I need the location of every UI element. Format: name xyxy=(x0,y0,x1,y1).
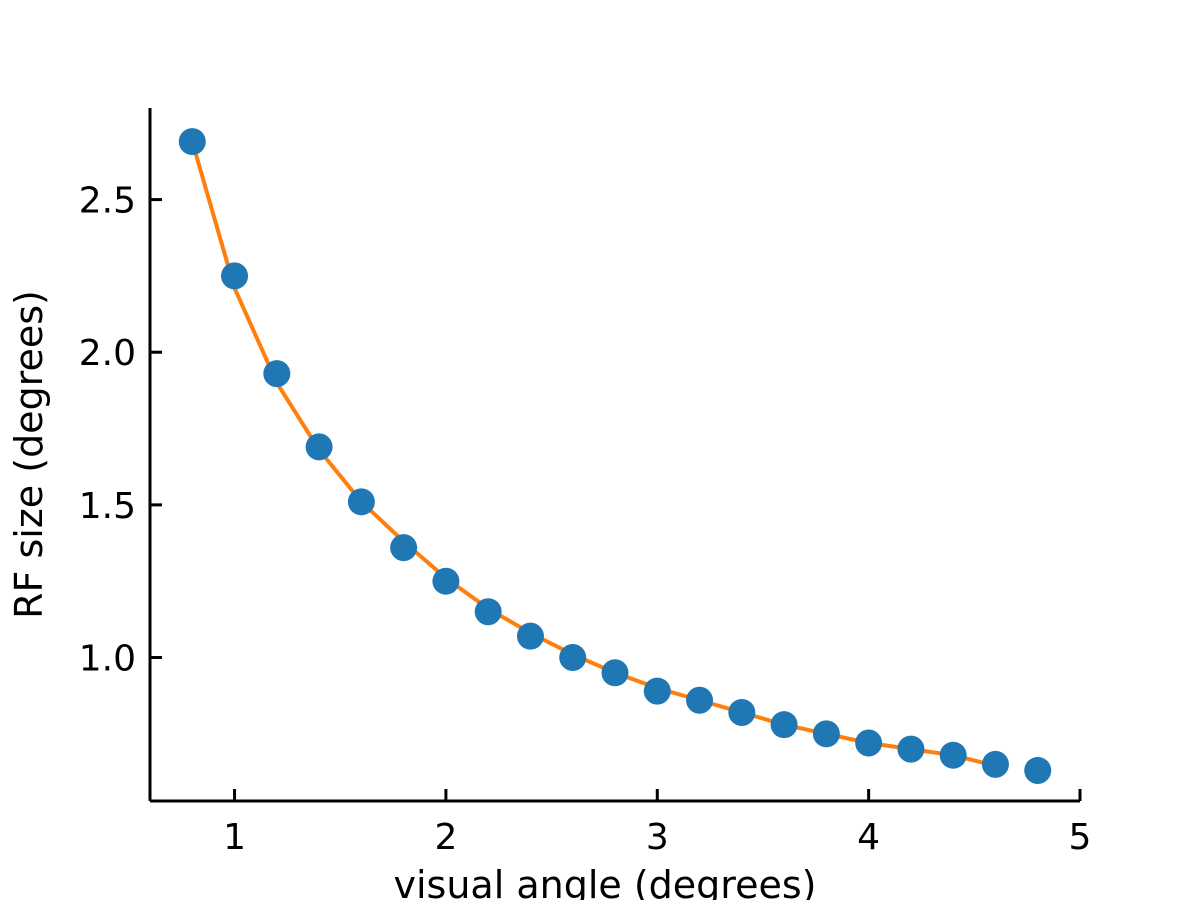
data-point xyxy=(1024,756,1052,784)
data-point xyxy=(812,720,840,748)
data-point xyxy=(559,644,587,672)
x-tick-label: 1 xyxy=(223,817,246,858)
axes xyxy=(148,108,1080,803)
data-point xyxy=(474,598,502,626)
data-point xyxy=(897,735,925,763)
ticks: 1 2 3 4 5 1.0 1.5 2.0 2.5 xyxy=(79,181,1092,858)
x-tick-label: 4 xyxy=(857,817,880,858)
data-point xyxy=(305,433,333,461)
data-point xyxy=(770,711,798,739)
y-tick-label: 1.0 xyxy=(79,639,136,680)
data-point xyxy=(939,741,967,769)
y-axis-label: RF size (degrees) xyxy=(7,290,51,619)
x-tick-label: 2 xyxy=(434,817,457,858)
data-point xyxy=(855,729,883,757)
data-point xyxy=(516,622,544,650)
y-tick-label: 1.5 xyxy=(79,486,136,527)
x-tick-label: 3 xyxy=(646,817,669,858)
data-point xyxy=(178,128,206,156)
x-axis-label: visual angle (degrees) xyxy=(394,863,817,900)
data-point xyxy=(686,686,714,714)
data-point xyxy=(390,534,418,562)
y-tick-label: 2.0 xyxy=(79,333,136,374)
data-point xyxy=(643,677,671,705)
data-point xyxy=(601,659,629,687)
data-point xyxy=(981,750,1009,778)
data-point xyxy=(221,262,249,290)
x-tick-label: 5 xyxy=(1069,817,1092,858)
series xyxy=(178,128,1052,784)
data-point xyxy=(263,360,291,388)
data-point xyxy=(432,567,460,595)
y-tick-label: 2.5 xyxy=(79,181,136,222)
data-point xyxy=(728,698,756,726)
data-point xyxy=(347,488,375,516)
